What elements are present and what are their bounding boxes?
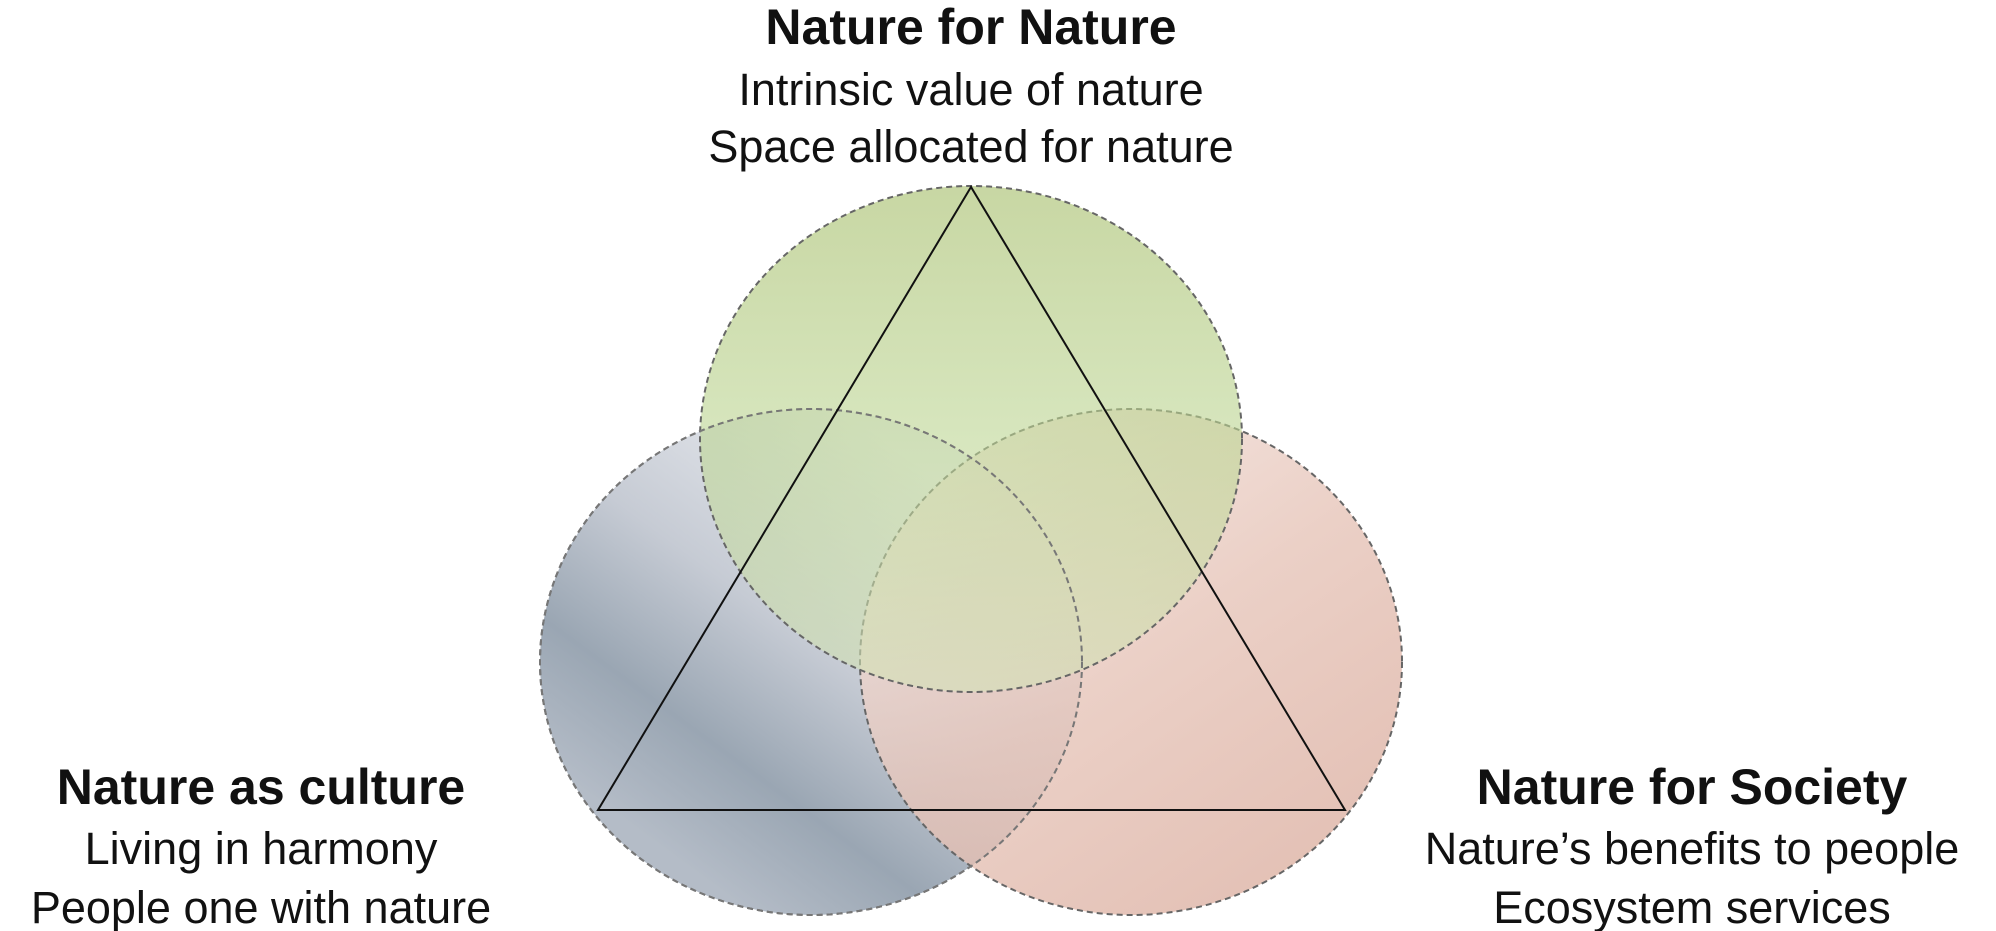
node-line: Intrinsic value of nature [738, 64, 1203, 115]
node-line: Nature’s benefits to people [1425, 823, 1960, 874]
node-line: People one with nature [31, 882, 491, 931]
node-line: Ecosystem services [1493, 882, 1891, 931]
triangle [596, 185, 1347, 811]
node-title: Nature as culture [57, 759, 465, 815]
circle-nature [699, 185, 1243, 693]
node-line: Space allocated for nature [708, 121, 1233, 172]
node-line: Living in harmony [85, 823, 438, 874]
node-title: Nature for Nature [765, 0, 1176, 55]
circle-outline [539, 408, 1083, 916]
node-title: Nature for Society [1477, 759, 1908, 815]
